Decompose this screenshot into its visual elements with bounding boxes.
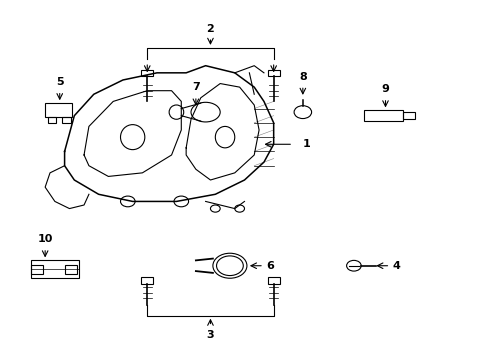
Text: 8: 8 [298,72,306,82]
Text: 5: 5 [56,77,63,87]
Text: 4: 4 [392,261,400,271]
Text: 6: 6 [266,261,274,271]
Text: 1: 1 [302,139,310,149]
Text: 3: 3 [206,330,214,340]
Text: 2: 2 [206,23,214,33]
Text: 9: 9 [381,84,388,94]
Text: 10: 10 [38,234,53,244]
Text: 7: 7 [192,82,199,93]
